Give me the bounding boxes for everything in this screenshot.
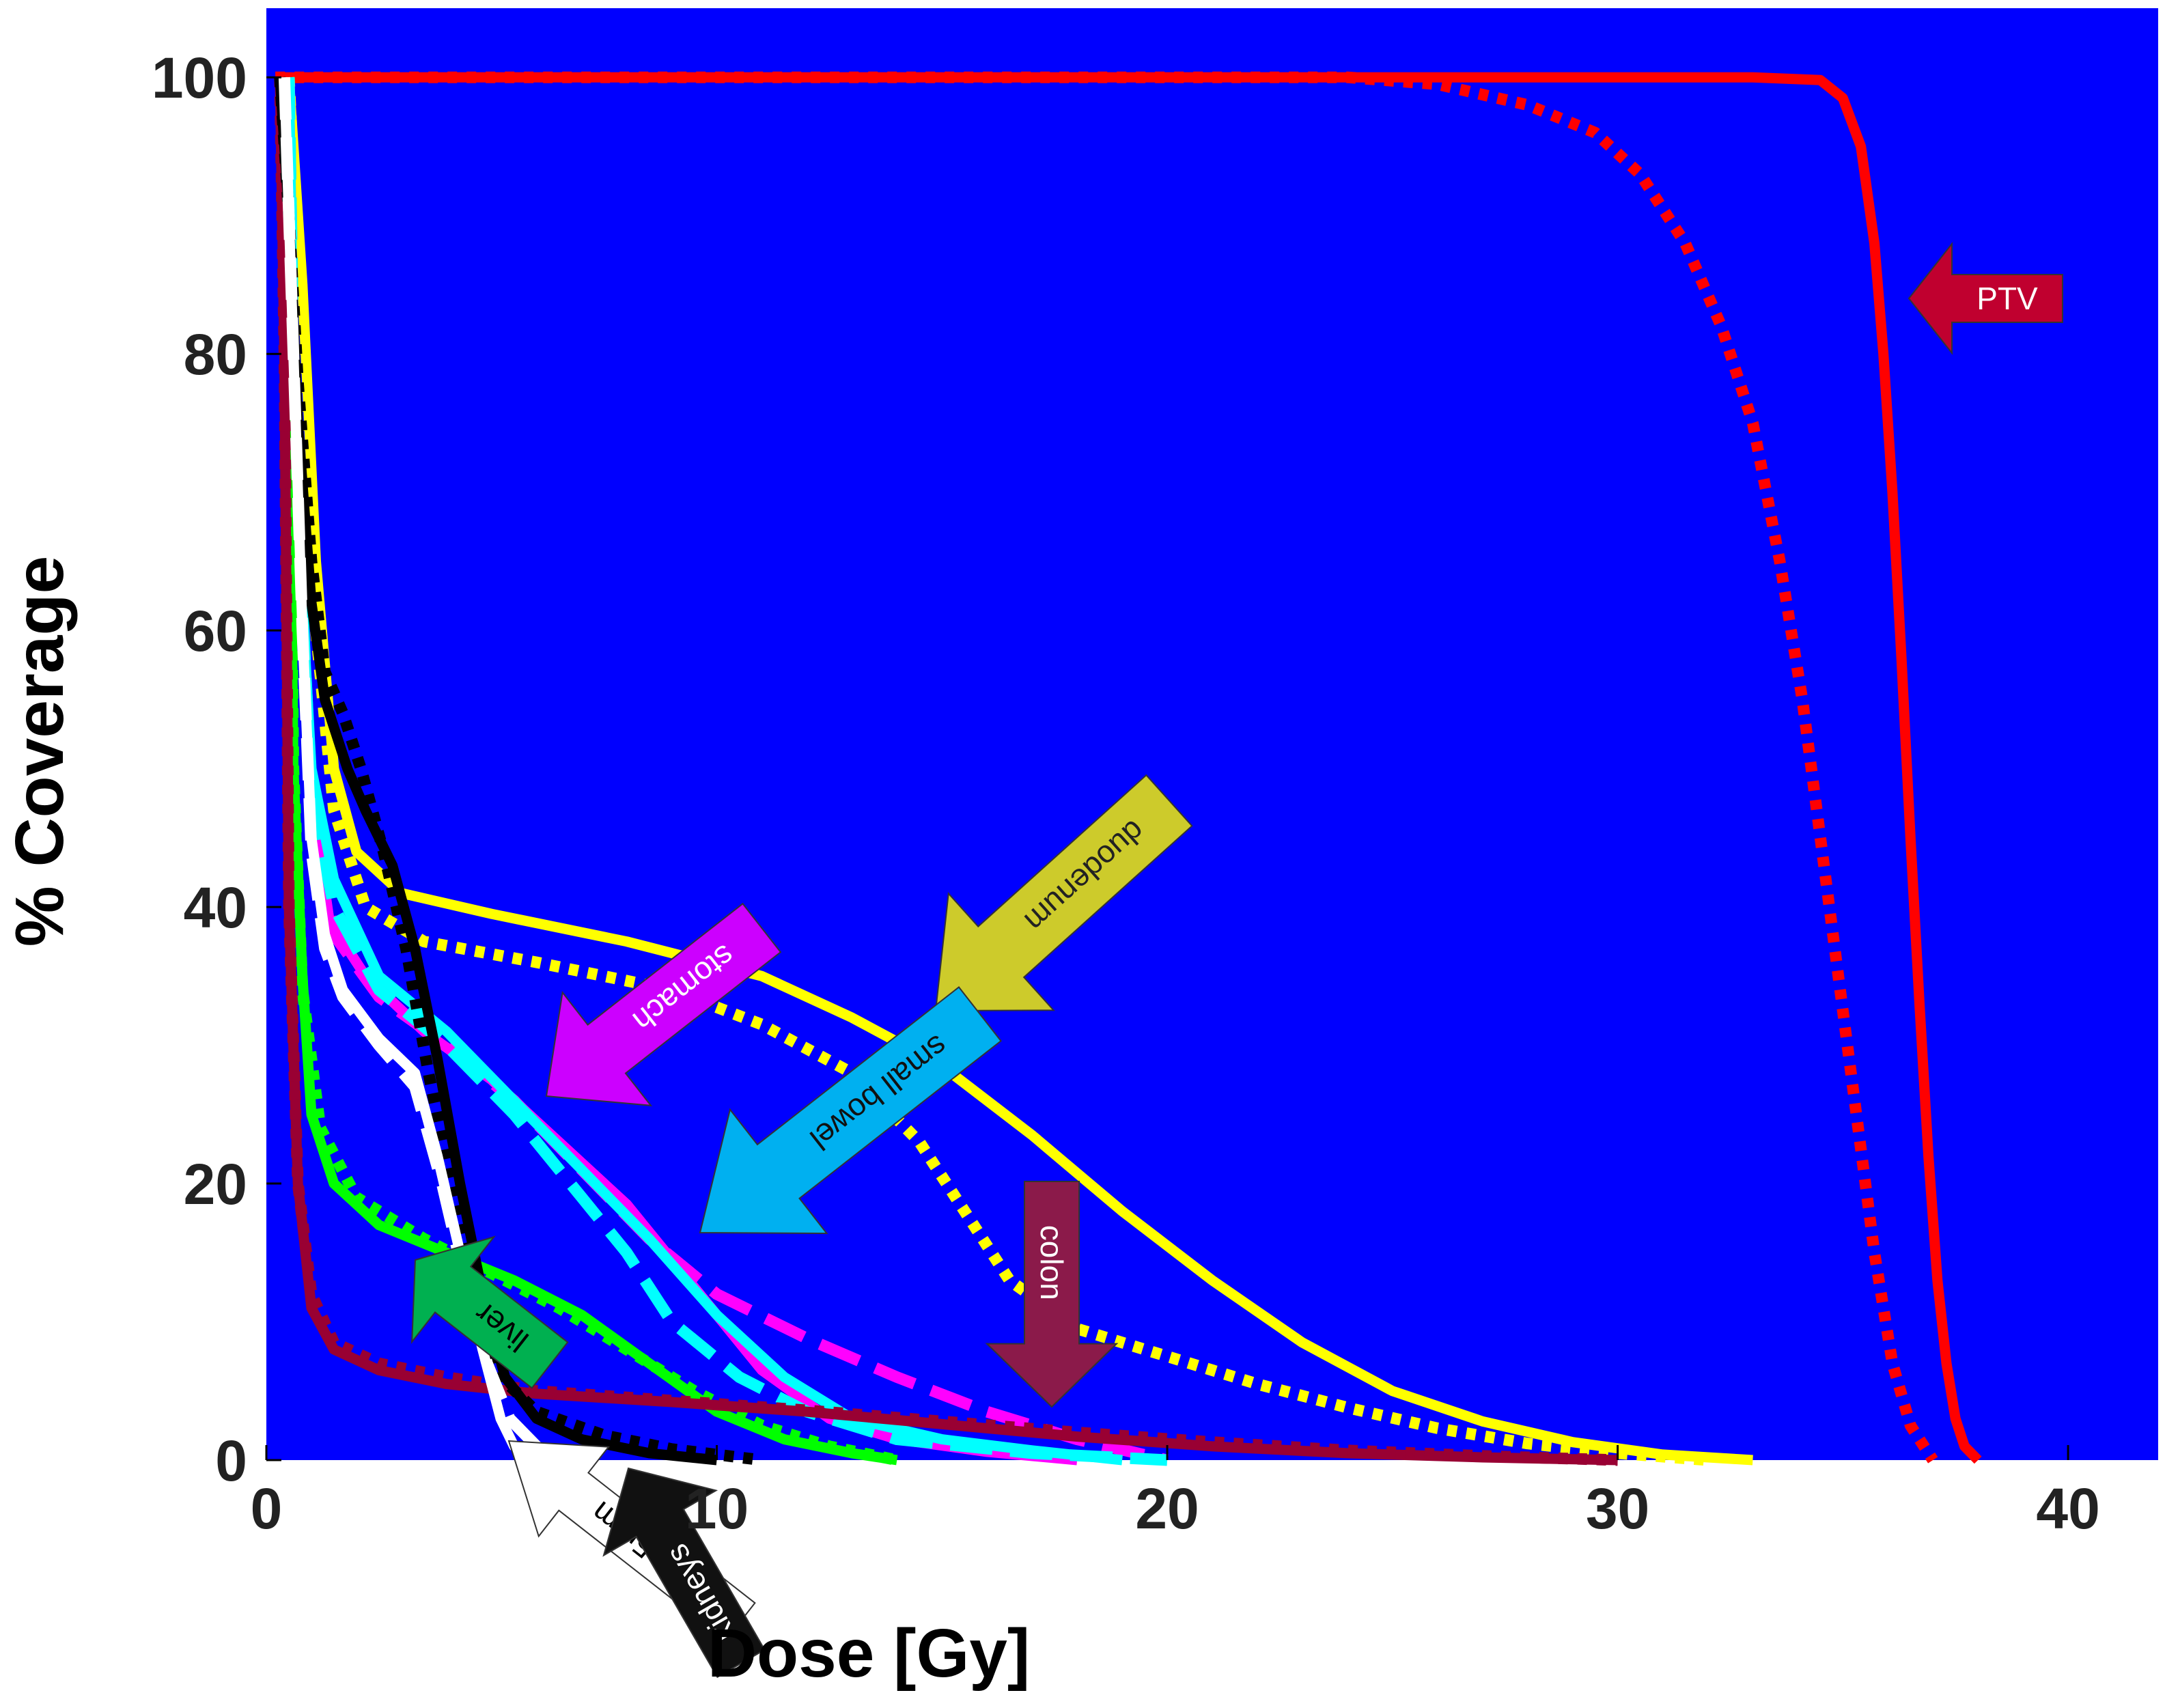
series-line-ptv-solid [275, 72, 1982, 1464]
annotation-arrow-shape [699, 986, 1002, 1234]
annotation-arrow-ptv: PTV [1908, 242, 2063, 355]
series-line-kidneys-dotted [274, 76, 763, 1466]
annotation-arrow-colon: colon [985, 1181, 1119, 1408]
series-line-cord-5mm-solid [279, 76, 540, 1465]
y-tick-label: 100 [152, 46, 247, 110]
x-tick-label: 30 [1586, 1476, 1649, 1541]
x-tick-label: 40 [2036, 1476, 2099, 1541]
series-line-duodenum-dotted [283, 76, 1709, 1466]
annotation-label-ptv: PTV [1977, 281, 2038, 316]
annotation-arrow-shape [934, 774, 1193, 1012]
annotation-label-colon: colon [1034, 1225, 1070, 1300]
x-axis-ticks: 0 10 20 30 40 [251, 1445, 2100, 1541]
series-line-colon-dotted [274, 77, 1618, 1466]
y-tick-label: 0 [215, 1429, 247, 1493]
y-tick-label: 80 [184, 322, 247, 387]
y-axis-ticks: 0 20 40 60 80 100 [152, 46, 281, 1493]
annotation-arrow-shape [545, 902, 782, 1106]
x-tick-label: 20 [1135, 1476, 1199, 1541]
x-axis-title: Dose [Gy] [708, 1615, 1030, 1692]
annotation-arrow-shape [602, 1467, 766, 1679]
annotation-arrow-shape [985, 1181, 1119, 1408]
y-tick-label: 20 [184, 1152, 247, 1216]
x-tick-label: 0 [251, 1476, 283, 1541]
y-tick-label: 40 [184, 876, 247, 940]
y-axis-title: % Coverage [1, 556, 78, 947]
y-tick-label: 60 [184, 599, 247, 663]
annotation-arrow-shape [411, 1235, 569, 1389]
plot-background [266, 8, 2158, 1460]
x-tick-label: 10 [685, 1476, 749, 1541]
annotation-arrow-shape [1908, 242, 2063, 355]
